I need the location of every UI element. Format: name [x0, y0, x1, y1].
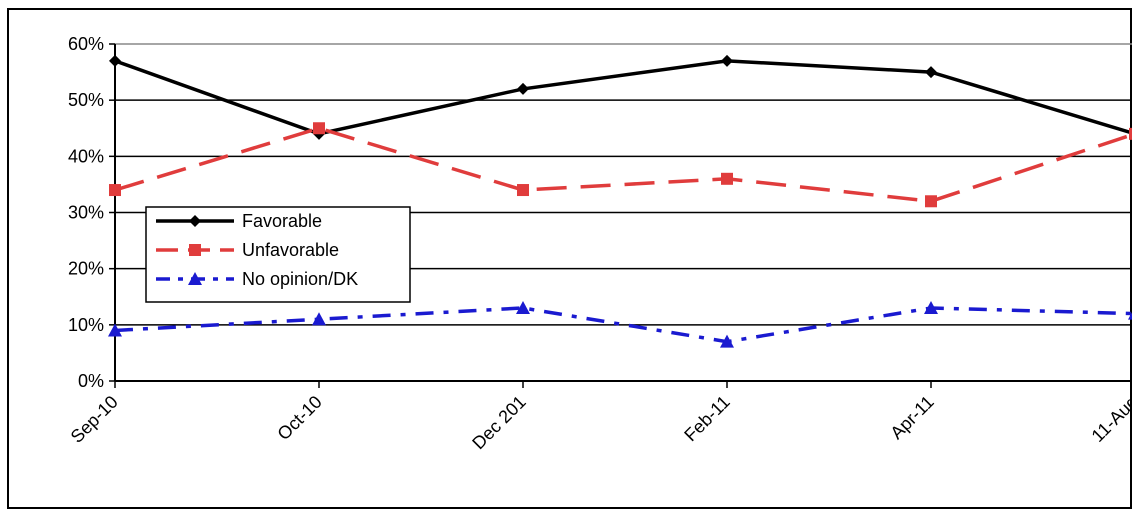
data-point — [925, 195, 937, 208]
legend-label: Favorable — [242, 211, 322, 231]
y-tick-label: 50% — [68, 90, 104, 110]
x-tick-label: Feb-11 — [680, 392, 734, 446]
data-point — [312, 312, 326, 326]
series-favorable — [109, 54, 1132, 140]
data-point — [721, 54, 733, 67]
legend: Favorable Unfavorable No opinion/DK — [145, 206, 411, 303]
data-point — [1129, 127, 1132, 140]
data-point — [1128, 312, 1132, 320]
data-point — [108, 323, 122, 337]
data-point — [189, 215, 201, 227]
x-tick-label: Apr-11 — [886, 392, 937, 443]
x-tick-label: Sep-10 — [67, 392, 122, 447]
chart-border — [7, 8, 1132, 509]
y-tick-label: 10% — [68, 315, 104, 335]
data-point — [189, 244, 201, 256]
y-tick-label: 30% — [68, 203, 104, 223]
series-line — [114, 59, 1132, 136]
series-lines — [108, 54, 1132, 348]
data-point — [517, 82, 529, 95]
data-point — [516, 300, 530, 314]
data-point — [925, 66, 937, 79]
data-point — [188, 272, 202, 285]
data-point — [109, 184, 121, 197]
data-point — [721, 172, 733, 185]
series-no-opinion-dk — [108, 300, 1132, 348]
y-tick-label: 0% — [78, 371, 104, 391]
legend-label: No opinion/DK — [242, 269, 358, 289]
y-tick-label: 40% — [68, 146, 104, 166]
x-tick-label: Oct-10 — [273, 392, 325, 444]
y-tick-label: 20% — [68, 259, 104, 279]
x-tick-label: 11-Aug — [1088, 392, 1132, 446]
y-tick-label: 60% — [68, 34, 104, 54]
data-point — [313, 122, 325, 135]
series-line — [114, 126, 1132, 204]
data-point — [517, 184, 529, 197]
data-point — [720, 334, 734, 348]
series-unfavorable — [109, 122, 1132, 208]
x-tick-label: Dec 201 — [468, 392, 530, 454]
legend-label: Unfavorable — [242, 240, 339, 260]
data-point — [924, 300, 938, 314]
data-point — [109, 54, 121, 67]
